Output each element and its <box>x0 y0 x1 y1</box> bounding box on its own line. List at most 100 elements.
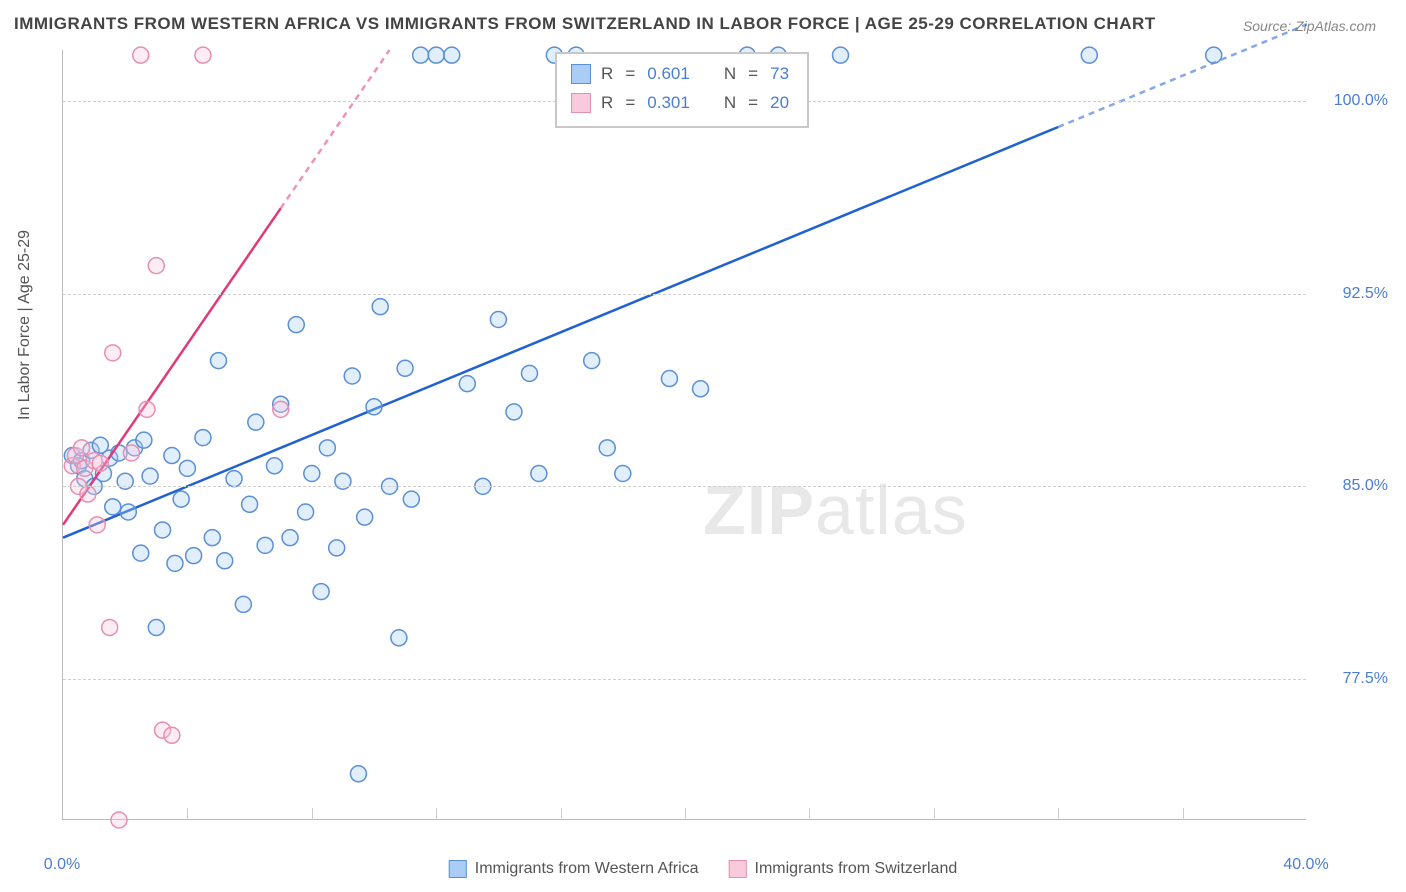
point-blue <box>661 371 677 387</box>
gridline-h <box>63 486 1306 487</box>
legend-swatch-pink <box>729 860 747 878</box>
point-blue <box>266 458 282 474</box>
equals-sign: = <box>623 89 637 118</box>
point-pink <box>123 445 139 461</box>
equals-sign: = <box>746 60 760 89</box>
point-pink <box>102 620 118 636</box>
point-blue <box>226 471 242 487</box>
point-blue <box>599 440 615 456</box>
point-blue <box>403 491 419 507</box>
point-pink <box>92 455 108 471</box>
point-blue <box>313 584 329 600</box>
point-pink <box>273 401 289 417</box>
legend-swatch-blue <box>449 860 467 878</box>
scatter-svg <box>63 50 1306 819</box>
point-blue <box>120 504 136 520</box>
point-blue <box>693 381 709 397</box>
stats-row-pink: R = 0.301 N = 20 <box>571 89 789 118</box>
legend-item-blue: Immigrants from Western Africa <box>449 860 699 878</box>
point-blue <box>428 47 444 63</box>
x-tick-mark <box>809 808 810 820</box>
equals-sign: = <box>746 89 760 118</box>
legend-label: Immigrants from Switzerland <box>755 860 958 878</box>
n-value: 20 <box>770 89 789 118</box>
chart-plot-area: ZIPatlas <box>62 50 1306 820</box>
point-blue <box>1081 47 1097 63</box>
point-pink <box>139 401 155 417</box>
point-blue <box>522 365 538 381</box>
point-blue <box>133 545 149 561</box>
point-blue <box>173 491 189 507</box>
r-value: 0.601 <box>647 60 690 89</box>
point-blue <box>413 47 429 63</box>
legend-swatch-blue <box>571 64 591 84</box>
x-tick-mark <box>1058 808 1059 820</box>
point-blue <box>204 530 220 546</box>
point-pink <box>80 486 96 502</box>
point-blue <box>319 440 335 456</box>
point-blue <box>344 368 360 384</box>
r-value: 0.301 <box>647 89 690 118</box>
point-blue <box>366 399 382 415</box>
point-blue <box>142 468 158 484</box>
x-tick-mark <box>685 808 686 820</box>
point-blue <box>329 540 345 556</box>
point-blue <box>282 530 298 546</box>
point-blue <box>242 496 258 512</box>
series-legend: Immigrants from Western Africa Immigrants… <box>449 860 957 878</box>
point-blue <box>444 47 460 63</box>
r-label: R <box>601 89 613 118</box>
stats-legend: R = 0.601 N = 73R = 0.301 N = 20 <box>555 52 809 128</box>
point-blue <box>167 555 183 571</box>
trendline-pink-dashed <box>281 50 390 208</box>
point-pink <box>195 47 211 63</box>
y-tick-label: 100.0% <box>1334 92 1388 110</box>
stats-row-blue: R=0.601N=73 <box>571 60 789 89</box>
point-blue <box>211 353 227 369</box>
point-blue <box>217 553 233 569</box>
point-blue <box>195 430 211 446</box>
point-blue <box>350 766 366 782</box>
chart-title: IMMIGRANTS FROM WESTERN AFRICA VS IMMIGR… <box>14 14 1156 34</box>
n-label: N <box>724 89 736 118</box>
point-blue <box>490 312 506 328</box>
n-value: 73 <box>770 60 789 89</box>
point-blue <box>459 376 475 392</box>
x-tick-mark <box>1183 808 1184 820</box>
x-tick-mark <box>436 808 437 820</box>
point-blue <box>257 537 273 553</box>
trendline-blue <box>63 127 1058 538</box>
x-tick-label: 40.0% <box>1283 856 1328 874</box>
point-blue <box>506 404 522 420</box>
point-blue <box>397 360 413 376</box>
n-label: N <box>724 60 736 89</box>
point-blue <box>584 353 600 369</box>
y-axis-label: In Labor Force | Age 25-29 <box>16 230 34 420</box>
r-label: R <box>601 60 613 89</box>
point-blue <box>1206 47 1222 63</box>
gridline-h <box>63 294 1306 295</box>
point-pink <box>74 440 90 456</box>
point-blue <box>164 448 180 464</box>
point-pink <box>89 517 105 533</box>
point-blue <box>833 47 849 63</box>
y-tick-label: 92.5% <box>1343 285 1388 303</box>
point-pink <box>111 812 127 828</box>
point-blue <box>615 466 631 482</box>
x-tick-mark <box>561 808 562 820</box>
point-pink <box>148 258 164 274</box>
point-blue <box>288 317 304 333</box>
point-blue <box>179 460 195 476</box>
legend-item-pink: Immigrants from Switzerland <box>729 860 958 878</box>
point-blue <box>155 522 171 538</box>
source-credit: Source: ZipAtlas.com <box>1243 18 1376 34</box>
x-tick-mark <box>312 808 313 820</box>
source-link[interactable]: ZipAtlas.com <box>1295 18 1376 34</box>
point-blue <box>235 596 251 612</box>
y-tick-label: 85.0% <box>1343 477 1388 495</box>
point-blue <box>531 466 547 482</box>
trendline-blue-dashed <box>1058 24 1307 127</box>
point-blue <box>105 499 121 515</box>
point-blue <box>304 466 320 482</box>
x-tick-mark <box>187 808 188 820</box>
